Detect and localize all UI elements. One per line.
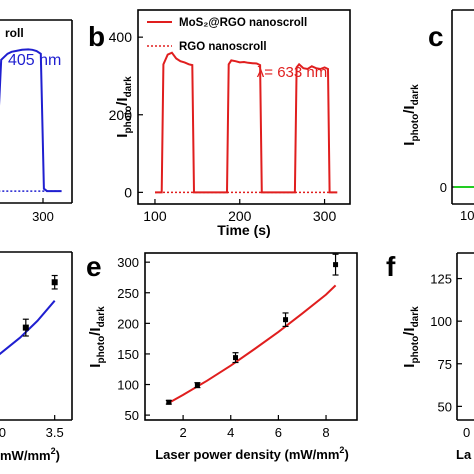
panel-f: f Iphoto/Idark 50 75 100 125 0 La — [386, 251, 474, 462]
panel-e-data-point — [233, 355, 239, 361]
panel-f-x-axis-label: La — [456, 447, 472, 462]
panel-b-letter: b — [88, 21, 105, 52]
panel-b-x-ticks: 100 200 300 — [143, 199, 336, 224]
panel-c-y-axis-label: Iphoto/Idark — [401, 84, 421, 146]
panel-c-x-tick-label: 10 — [460, 208, 474, 223]
panel-f-y-ticks: 50 75 100 125 — [430, 272, 462, 414]
panel-e-data-point — [333, 262, 339, 268]
panel-b-x-tick-label: 200 — [228, 208, 252, 224]
panel-e-data-point — [194, 382, 200, 388]
panel-e-x-ticks: 2 4 6 8 — [179, 415, 330, 440]
panel-b-x-axis-label: Time (s) — [217, 222, 270, 238]
panel-d-data-point — [51, 279, 58, 286]
panel-e-y-ticks: 50 100 150 200 250 300 — [117, 255, 150, 423]
panel-e-x-axis-label: Laser power density (mW/mm2) — [155, 445, 349, 462]
panel-e-fit-curve — [168, 284, 337, 404]
panel-a-x-tick-label: 300 — [32, 209, 54, 224]
panel-d-x-tick-label: 3.0 — [0, 425, 6, 440]
panel-f-letter: f — [386, 251, 396, 282]
panel-d-x-tick-label: 3.5 — [46, 425, 64, 440]
panel-e-data-points — [165, 253, 339, 405]
panel-a-legend-text: roll — [5, 26, 24, 40]
panel-e-y-tick-label: 250 — [117, 286, 139, 301]
panel-e-x-tick-label: 6 — [275, 425, 282, 440]
panel-e-y-tick-label: 150 — [117, 347, 139, 362]
panel-b-y-tick-label: 200 — [109, 107, 133, 123]
panel-b-plot-frame — [137, 9, 351, 205]
panel-e-plot-frame — [144, 252, 358, 421]
panel-b-legend-rgo-label: RGO nanoscroll — [179, 41, 267, 53]
panel-e-y-tick-label: 100 — [117, 378, 139, 393]
panel-a-series-mos2-rgo-line — [0, 48, 62, 193]
panel-b-y-tick-label: 0 — [124, 184, 132, 200]
panel-d-x-axis-label: mW/mm2) — [0, 446, 60, 463]
panel-f-x-tick-label: 0 — [463, 425, 470, 440]
panel-e-data-point — [166, 399, 172, 405]
panel-c: c Iphoto/Idark 0 10 — [401, 9, 474, 223]
panel-d-data-point — [22, 324, 29, 331]
panel-b-series-mos2-rgo-line — [155, 51, 338, 194]
panel-b: b Iphoto/Idark 0 200 400 100 200 300 MoS₂@RG… — [88, 9, 351, 238]
panel-a-wavelength-annotation: 405 nm — [8, 52, 61, 69]
panel-b-y-ticks: 0 200 400 — [109, 29, 143, 200]
panel-e-y-axis-label: Iphoto/Idark — [87, 306, 107, 368]
panel-e-x-tick-label: 2 — [179, 425, 186, 440]
panel-b-y-tick-label: 400 — [109, 29, 133, 45]
panel-f-y-tick-label: 75 — [438, 357, 452, 372]
panel-a: roll 405 nm 300 — [0, 19, 73, 224]
panel-e-y-tick-label: 300 — [117, 255, 139, 270]
panel-d-fit-curve — [0, 300, 56, 356]
panel-e-x-tick-label: 8 — [322, 425, 329, 440]
panel-c-letter: c — [428, 21, 444, 52]
panel-e-x-tick-label: 4 — [227, 425, 234, 440]
panel-e-y-tick-label: 50 — [125, 408, 139, 423]
panel-f-y-axis-label: Iphoto/Idark — [401, 306, 421, 368]
panel-e: e Iphoto/Idark 50 100 150 200 250 300 2 4 6 8 La… — [86, 251, 358, 462]
panel-b-x-tick-label: 300 — [313, 208, 337, 224]
panel-c-y-tick-label: 0 — [440, 180, 447, 195]
panel-f-y-tick-label: 50 — [438, 399, 452, 414]
panel-b-y-axis-label: Iphoto/Idark — [114, 76, 134, 138]
panel-e-y-tick-label: 200 — [117, 316, 139, 331]
panel-b-legend-mos2-label: MoS₂@RGO nanoscroll — [179, 17, 307, 29]
panel-f-y-tick-label: 125 — [430, 272, 452, 287]
panel-f-y-tick-label: 100 — [430, 314, 452, 329]
panel-d: 3.0 3.5 mW/mm2) — [0, 251, 73, 463]
panel-e-data-point — [283, 317, 289, 323]
panel-e-letter: e — [86, 251, 102, 282]
panel-d-x-ticks: 3.0 3.5 — [0, 415, 64, 440]
panel-b-wavelength-annotation: λ= 633 nm — [257, 64, 327, 81]
panel-b-x-tick-label: 100 — [143, 208, 167, 224]
panel-d-data-points — [22, 274, 58, 337]
